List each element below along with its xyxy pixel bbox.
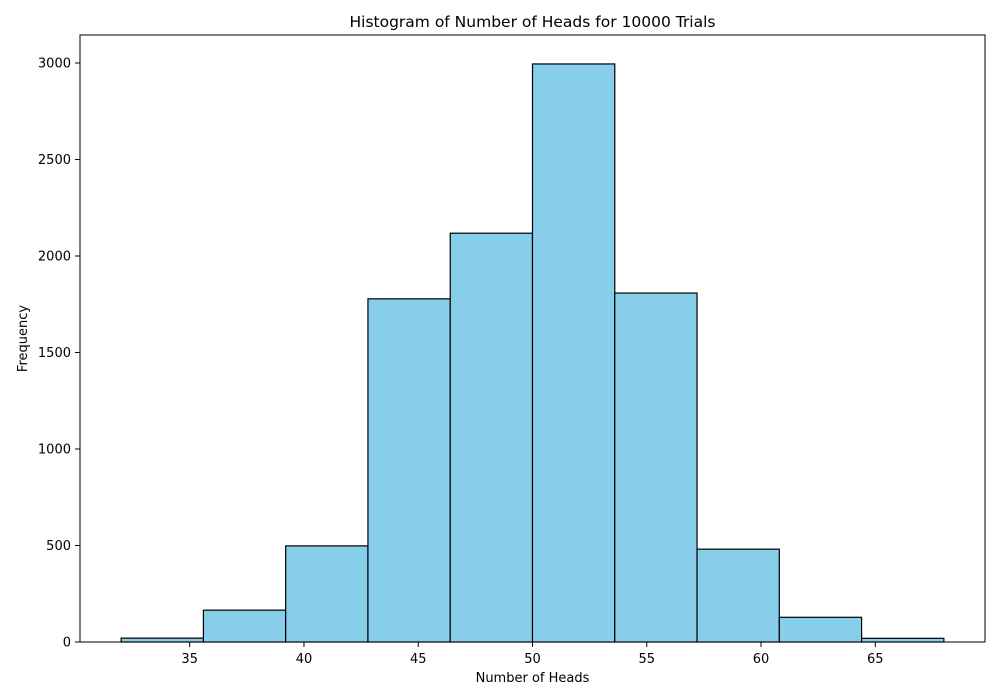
- chart-title: Histogram of Number of Heads for 10000 T…: [349, 13, 715, 31]
- y-tick-label: 3000: [38, 56, 71, 71]
- histogram-bar: [120, 637, 205, 643]
- x-tick-label: 35: [181, 652, 198, 667]
- x-tick-label: 50: [524, 652, 541, 667]
- plot-area-frame: [79, 34, 986, 643]
- x-tick-label: 40: [296, 652, 313, 667]
- histogram-bar: [449, 232, 534, 643]
- histogram-bar: [202, 609, 287, 643]
- histogram-bar: [614, 292, 698, 643]
- x-tick-label: 55: [638, 652, 655, 667]
- x-tick-label: 65: [867, 652, 884, 667]
- y-axis-ticks: 0 500 1000 1500 2000 2500 3000: [38, 56, 80, 651]
- x-axis-label: Number of Heads: [476, 671, 590, 686]
- y-axis-label: Frequency: [16, 305, 31, 372]
- histogram-bar: [531, 63, 616, 643]
- histogram-bar: [367, 298, 451, 643]
- x-tick-label: 60: [753, 652, 770, 667]
- histogram-bar: [778, 616, 863, 643]
- histogram-bar: [696, 548, 780, 643]
- histogram-bar: [285, 545, 369, 643]
- y-tick-label: 500: [46, 539, 71, 554]
- y-tick-label: 2500: [38, 153, 71, 168]
- histogram-bar: [860, 637, 945, 643]
- y-tick-label: 2000: [38, 249, 71, 264]
- y-tick-label: 1000: [38, 442, 71, 457]
- y-tick-label: 0: [63, 636, 71, 651]
- bars-group: [120, 63, 945, 643]
- x-tick-label: 45: [410, 652, 427, 667]
- y-tick-label: 1500: [38, 346, 71, 361]
- x-axis-ticks: 35 40 45 50 55 60 65: [181, 642, 884, 667]
